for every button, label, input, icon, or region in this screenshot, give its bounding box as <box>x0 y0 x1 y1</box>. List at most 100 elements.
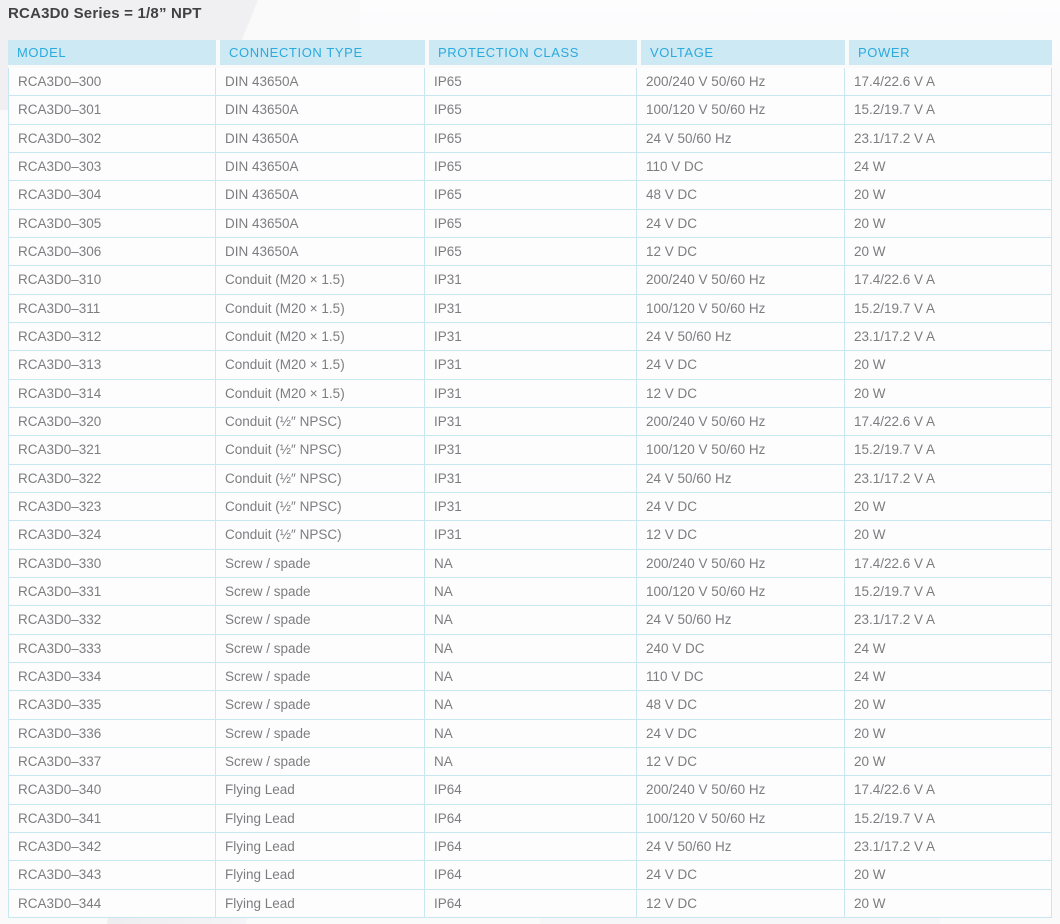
cell-voltage: 24 V 50/60 Hz <box>637 322 845 352</box>
table-row: RCA3D0–305 DIN 43650A IP65 24 V DC 20 W <box>8 209 1052 238</box>
table-row: RCA3D0–310 Conduit (M20 × 1.5) IP31 200/240… <box>8 266 1052 295</box>
cell-model: RCA3D0–314 <box>8 379 216 408</box>
table-row: RCA3D0–320 Conduit (½″ NPSC) IP31 200/240 V… <box>8 407 1052 437</box>
column-header-voltage: VOLTAGE <box>637 40 845 68</box>
cell-connection-type: Flying Lead <box>216 832 425 862</box>
cell-model: RCA3D0–306 <box>8 237 216 267</box>
cell-model: RCA3D0–323 <box>8 492 216 522</box>
cell-protection-class: IP31 <box>425 322 637 352</box>
cell-model: RCA3D0–302 <box>8 124 216 153</box>
table-row: RCA3D0–335 Screw / spade NA 48 V DC 20 W <box>8 691 1052 720</box>
cell-voltage: 100/120 V 50/60 Hz <box>637 294 845 323</box>
cell-connection-type: Conduit (½″ NPSC) <box>216 521 425 550</box>
cell-connection-type: DIN 43650A <box>216 209 425 238</box>
cell-voltage: 12 V DC <box>637 889 845 918</box>
cell-model: RCA3D0–332 <box>8 606 216 635</box>
cell-power: 24 W <box>845 634 1052 663</box>
cell-connection-type: DIN 43650A <box>216 96 425 125</box>
cell-protection-class: IP31 <box>425 521 637 550</box>
table-row: RCA3D0–300 DIN 43650A IP65 200/240 V 50/60 … <box>8 68 1052 97</box>
cell-protection-class: NA <box>425 606 637 635</box>
cell-voltage: 100/120 V 50/60 Hz <box>637 436 845 465</box>
cell-power: 23.1/17.2 V A <box>845 606 1052 635</box>
table-row: RCA3D0–330 Screw / spade NA 200/240 V 50/60… <box>8 549 1052 578</box>
cell-connection-type: Screw / spade <box>216 691 425 720</box>
spec-table-header: MODEL CONNECTION TYPE PROTECTION CLASS V… <box>8 40 1052 68</box>
cell-voltage: 24 V 50/60 Hz <box>637 124 845 153</box>
cell-power: 24 W <box>845 152 1052 182</box>
cell-power: 23.1/17.2 V A <box>845 322 1052 352</box>
cell-voltage: 24 V DC <box>637 351 845 380</box>
cell-connection-type: Conduit (½″ NPSC) <box>216 492 425 522</box>
cell-protection-class: IP65 <box>425 181 637 210</box>
cell-voltage: 12 V DC <box>637 747 845 777</box>
column-header-connection-type: CONNECTION TYPE <box>216 40 425 68</box>
cell-protection-class: IP64 <box>425 861 637 890</box>
cell-protection-class: NA <box>425 719 637 748</box>
cell-power: 20 W <box>845 209 1052 238</box>
table-row: RCA3D0–336 Screw / spade NA 24 V DC 20 W <box>8 719 1052 748</box>
cell-protection-class: IP65 <box>425 152 637 182</box>
table-row: RCA3D0–331 Screw / spade NA 100/120 V 50/60… <box>8 577 1052 607</box>
spec-table-body: RCA3D0–300 DIN 43650A IP65 200/240 V 50/60 … <box>8 68 1052 918</box>
cell-power: 20 W <box>845 379 1052 408</box>
table-row: RCA3D0–332 Screw / spade NA 24 V 50/60 Hz 23… <box>8 606 1052 635</box>
table-row: RCA3D0–301 DIN 43650A IP65 100/120 V 50/60 … <box>8 96 1052 125</box>
cell-connection-type: Conduit (½″ NPSC) <box>216 407 425 437</box>
cell-model: RCA3D0–324 <box>8 521 216 550</box>
cell-voltage: 12 V DC <box>637 237 845 267</box>
cell-power: 20 W <box>845 351 1052 380</box>
cell-model: RCA3D0–340 <box>8 776 216 805</box>
cell-connection-type: DIN 43650A <box>216 124 425 153</box>
table-row: RCA3D0–343 Flying Lead IP64 24 V DC 20 W <box>8 861 1052 890</box>
cell-protection-class: IP65 <box>425 209 637 238</box>
cell-connection-type: Conduit (M20 × 1.5) <box>216 294 425 323</box>
cell-voltage: 24 V 50/60 Hz <box>637 832 845 862</box>
cell-model: RCA3D0–311 <box>8 294 216 323</box>
cell-power: 15.2/19.7 V A <box>845 294 1052 323</box>
cell-power: 17.4/22.6 V A <box>845 68 1052 97</box>
column-header-protection-class: PROTECTION CLASS <box>425 40 637 68</box>
cell-model: RCA3D0–342 <box>8 832 216 862</box>
table-row: RCA3D0–323 Conduit (½″ NPSC) IP31 24 V DC 20… <box>8 492 1052 522</box>
cell-connection-type: Conduit (½″ NPSC) <box>216 436 425 465</box>
cell-protection-class: IP31 <box>425 294 637 323</box>
cell-connection-type: Flying Lead <box>216 776 425 805</box>
cell-model: RCA3D0–341 <box>8 804 216 833</box>
cell-model: RCA3D0–300 <box>8 68 216 97</box>
cell-voltage: 200/240 V 50/60 Hz <box>637 549 845 578</box>
cell-power: 20 W <box>845 521 1052 550</box>
table-row: RCA3D0–322 Conduit (½″ NPSC) IP31 24 V 50/6… <box>8 464 1052 493</box>
cell-voltage: 100/120 V 50/60 Hz <box>637 96 845 125</box>
table-row: RCA3D0–312 Conduit (M20 × 1.5) IP31 24 V 50… <box>8 322 1052 352</box>
cell-model: RCA3D0–337 <box>8 747 216 777</box>
cell-protection-class: IP65 <box>425 237 637 267</box>
cell-power: 17.4/22.6 V A <box>845 266 1052 295</box>
table-row: RCA3D0–337 Screw / spade NA 12 V DC 20 W <box>8 747 1052 777</box>
cell-power: 23.1/17.2 V A <box>845 464 1052 493</box>
cell-power: 20 W <box>845 181 1052 210</box>
cell-power: 20 W <box>845 889 1052 918</box>
cell-connection-type: Flying Lead <box>216 804 425 833</box>
cell-model: RCA3D0–312 <box>8 322 216 352</box>
cell-power: 20 W <box>845 492 1052 522</box>
table-row: RCA3D0–306 DIN 43650A IP65 12 V DC 20 W <box>8 237 1052 267</box>
table-row: RCA3D0–303 DIN 43650A IP65 110 V DC 24 W <box>8 152 1052 182</box>
cell-power: 15.2/19.7 V A <box>845 804 1052 833</box>
cell-voltage: 24 V DC <box>637 209 845 238</box>
cell-model: RCA3D0–344 <box>8 889 216 918</box>
cell-power: 15.2/19.7 V A <box>845 436 1052 465</box>
cell-model: RCA3D0–313 <box>8 351 216 380</box>
cell-protection-class: IP31 <box>425 351 637 380</box>
cell-model: RCA3D0–310 <box>8 266 216 295</box>
cell-model: RCA3D0–304 <box>8 181 216 210</box>
cell-protection-class: NA <box>425 747 637 777</box>
cell-protection-class: IP31 <box>425 266 637 295</box>
cell-protection-class: IP31 <box>425 436 637 465</box>
table-row: RCA3D0–341 Flying Lead IP64 100/120 V 50/60… <box>8 804 1052 833</box>
cell-power: 17.4/22.6 V A <box>845 776 1052 805</box>
cell-connection-type: Screw / spade <box>216 549 425 578</box>
table-row: RCA3D0–342 Flying Lead IP64 24 V 50/60 Hz 23… <box>8 832 1052 862</box>
cell-protection-class: NA <box>425 549 637 578</box>
cell-connection-type: DIN 43650A <box>216 181 425 210</box>
